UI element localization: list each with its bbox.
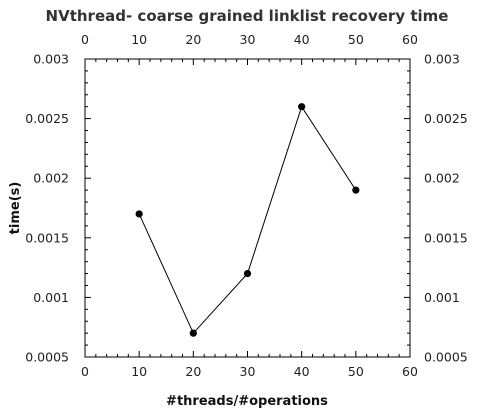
x-tick-label-bottom: 10	[131, 364, 147, 379]
x-tick-label-bottom: 0	[81, 364, 89, 379]
x-tick-label-top: 10	[131, 32, 147, 47]
x-tick-label-top: 40	[294, 32, 310, 47]
data-point	[352, 186, 360, 194]
y-tick-label-left: 0.002	[33, 171, 69, 186]
y-tick-label-right: 0.003	[424, 52, 460, 67]
x-tick-label-bottom: 30	[240, 364, 256, 379]
x-tick-label-top: 60	[402, 32, 418, 47]
axis-ticks	[84, 58, 411, 358]
x-tick-label-top: 30	[240, 32, 256, 47]
x-tick-label-top: 0	[81, 32, 89, 47]
y-axis-title: time(s)	[8, 182, 23, 235]
data-point	[243, 269, 252, 278]
x-tick-label-bottom: 40	[294, 364, 310, 379]
data-point	[135, 210, 143, 218]
x-tick-label-bottom: 60	[402, 364, 418, 379]
y-tick-label-left: 0.0005	[25, 350, 69, 365]
data-point	[298, 103, 306, 111]
y-tick-label-right: 0.0005	[424, 350, 468, 365]
x-tick-label-top: 20	[185, 32, 201, 47]
y-tick-label-left: 0.0015	[25, 230, 69, 245]
y-tick-label-left: 0.003	[33, 52, 69, 67]
x-tick-label-bottom: 20	[185, 364, 201, 379]
data-points	[135, 103, 360, 337]
chart-title: NVthread- coarse grained linklist recove…	[46, 7, 449, 25]
x-tick-label-bottom: 50	[348, 364, 364, 379]
x-tick-label-top: 50	[348, 32, 364, 47]
y-tick-label-right: 0.001	[424, 290, 460, 305]
y-tick-label-left: 0.001	[33, 290, 69, 305]
data-point	[189, 329, 197, 337]
y-tick-label-right: 0.002	[424, 171, 460, 186]
y-tick-label-left: 0.0025	[25, 111, 69, 126]
x-axis-title: #threads/#operations	[166, 394, 328, 409]
y-tick-label-right: 0.0025	[424, 111, 468, 126]
y-tick-label-right: 0.0015	[424, 230, 468, 245]
series-line	[138, 105, 357, 335]
axis-tick-labels: 0 0 10 10 20 20 30 30 40 40 50 50 60 60 0.0005 0.0005 0.…	[25, 32, 468, 379]
plot-frame	[84, 58, 411, 358]
